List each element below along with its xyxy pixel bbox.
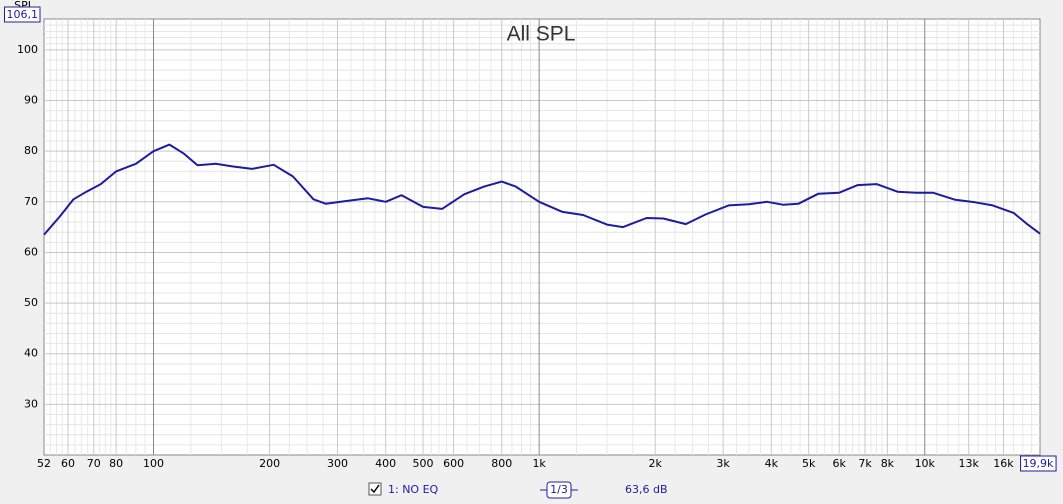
smoothing-button[interactable] [546, 481, 572, 499]
y-tick-label: 40 [24, 347, 38, 360]
y-tick-label: 106,1 [7, 8, 39, 21]
x-tick-label: 13k [959, 457, 980, 470]
x-tick-label: 300 [327, 457, 348, 470]
x-tick-label: 400 [375, 457, 396, 470]
series-line [43, 143, 1041, 236]
x-tick-label: 60 [61, 457, 75, 470]
x-tick-label: 70 [87, 457, 101, 470]
y-tick-label: 70 [24, 195, 38, 208]
smoothing-label[interactable]: 1/3 [550, 483, 568, 496]
limit-box [1020, 455, 1057, 472]
x-tick-label: 4k [765, 457, 779, 470]
x-tick-label: 500 [413, 457, 434, 470]
y-tick-label: 60 [24, 245, 38, 258]
y-tick-label: 80 [24, 144, 38, 157]
x-tick-label: 100 [143, 457, 164, 470]
y-tick-label: 50 [24, 296, 38, 309]
x-tick-label: 1k [532, 457, 546, 470]
x-tick-label: 600 [443, 457, 464, 470]
x-tick-label: 80 [109, 457, 123, 470]
x-tick-label: 5k [802, 457, 816, 470]
x-tick-label: 200 [259, 457, 280, 470]
x-tick-label: 16k [993, 457, 1014, 470]
x-tick-label: 2k [649, 457, 663, 470]
x-tick-label: 19,9k [1023, 457, 1054, 470]
plot-area [43, 18, 1041, 456]
check-mark [370, 484, 380, 494]
x-tick-label: 7k [858, 457, 872, 470]
legend-label[interactable]: 1: NO EQ [388, 483, 439, 496]
chart-title: All SPL [507, 23, 576, 46]
x-tick-label: 10k [915, 457, 936, 470]
readout: 63,6 dB [625, 483, 668, 496]
x-tick-label: 52 [37, 457, 51, 470]
x-tick-label: 3k [716, 457, 730, 470]
y-tick-label: 90 [24, 94, 38, 107]
x-tick-label: 6k [833, 457, 847, 470]
x-tick-label: 8k [881, 457, 895, 470]
limit-box [4, 6, 41, 23]
checkbox[interactable] [368, 482, 382, 496]
y-tick-label: 100 [17, 43, 38, 56]
y-tick-label: 30 [24, 397, 38, 410]
x-tick-label: 800 [491, 457, 512, 470]
